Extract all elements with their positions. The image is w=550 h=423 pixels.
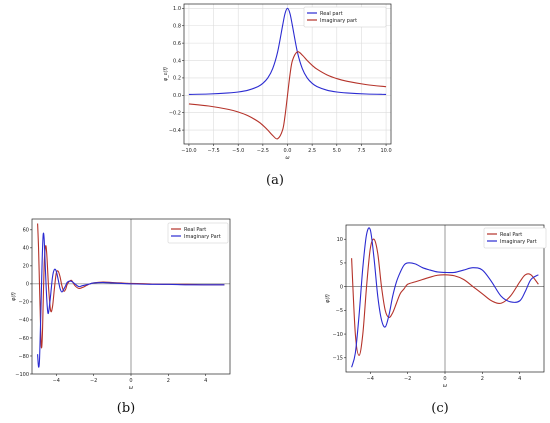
series-line-imaginary-part <box>188 51 387 140</box>
figure-caption-c: (c) <box>431 401 448 416</box>
y-axis-label: φ(f) <box>11 292 17 301</box>
x-tick-label: 5.0 <box>333 148 341 154</box>
chart-panel-a: −10.0 −7.5 −5.0 −2.5 0.0 2.5 5.0 7.5 10.0 −0.4 −0.… <box>163 3 392 161</box>
x-tick-label: −5.0 <box>232 148 244 154</box>
y-axis-label: φ_ε(f) <box>163 67 169 81</box>
x-tick-label: 10.0 <box>381 148 392 154</box>
x-tick-label: 2.5 <box>308 148 316 154</box>
series-line-imaginary-part <box>351 227 539 368</box>
y-axis-label: φ(f) <box>325 294 331 303</box>
legend-box <box>167 222 229 244</box>
y-tick-label: −10 <box>332 332 343 338</box>
y-tick-label: 0 <box>340 284 343 290</box>
chart-panel-b: −4 −2 0 2 4−100−80−60−40−200204060ωφ(f)Real … <box>11 218 231 391</box>
legend-entry: Real Part <box>500 232 522 238</box>
y-tick-label: 0.2 <box>173 76 181 82</box>
y-tick-label: −0.2 <box>169 110 181 116</box>
x-tick-label: −2 <box>90 378 97 384</box>
x-tick-label: 7.5 <box>357 148 365 154</box>
x-tick-label: 4 <box>518 376 521 382</box>
x-tick-label: 4 <box>204 378 207 384</box>
series-line-real-part <box>188 7 387 95</box>
figure-caption-b: (b) <box>117 401 135 416</box>
y-tick-label: 0.4 <box>173 58 181 64</box>
y-tick-label: 0.8 <box>173 24 181 30</box>
x-tick-label: 0 <box>443 376 446 382</box>
y-tick-label: 0.0 <box>173 93 181 99</box>
x-tick-label: 0.0 <box>284 148 292 154</box>
x-tick-label: 2 <box>167 378 170 384</box>
y-tick-label: 1.0 <box>173 6 181 12</box>
y-tick-label: −80 <box>18 354 29 360</box>
chart-panel-c: −4 −2 0 2 4 −15 −10 −5 0 5 10 ω φ(f) Real PartImagina… <box>325 224 547 389</box>
x-tick-label: −4 <box>367 376 374 382</box>
y-tick-label: −5 <box>336 308 343 314</box>
y-tick-label: 5 <box>340 261 343 267</box>
x-tick-label: 2 <box>481 376 484 382</box>
y-tick-label: 10 <box>337 237 343 243</box>
y-tick-label: 0.6 <box>173 41 181 47</box>
legend-entry: Real Part <box>184 227 206 233</box>
y-tick-label: −60 <box>18 336 29 342</box>
x-axis-label: ω <box>129 385 133 391</box>
y-tick-label: 40 <box>23 246 29 252</box>
y-tick-label: 60 <box>23 228 29 234</box>
y-tick-label: −100 <box>15 372 29 378</box>
y-tick-label: 0 <box>26 282 29 288</box>
y-tick-label: −20 <box>18 300 29 306</box>
legend-box <box>483 227 547 249</box>
x-axis-label: ω <box>443 383 447 389</box>
legend-entry: Imaginary Part <box>184 234 221 240</box>
legend-entry: Imaginary Part <box>500 239 537 245</box>
x-axis-label: ω <box>285 155 289 161</box>
y-tick-label: −40 <box>18 318 29 324</box>
y-tick-label: −0.4 <box>169 128 181 134</box>
legend-entry: Real part <box>320 11 343 17</box>
x-tick-label: −7.5 <box>207 148 219 154</box>
x-tick-label: −2.5 <box>257 148 269 154</box>
y-tick-label: 20 <box>23 264 29 270</box>
y-tick-label: −15 <box>332 356 343 362</box>
series-line-imaginary-part <box>37 232 225 368</box>
figure-caption-a: (a) <box>266 173 284 188</box>
legend-entry: Imaginary part <box>320 18 357 24</box>
x-tick-label: −2 <box>404 376 411 382</box>
legend-box <box>303 6 387 28</box>
x-tick-label: −10.0 <box>181 148 196 154</box>
series-line-real-part <box>351 238 539 356</box>
x-tick-label: −4 <box>53 378 60 384</box>
x-tick-label: 0 <box>129 378 132 384</box>
